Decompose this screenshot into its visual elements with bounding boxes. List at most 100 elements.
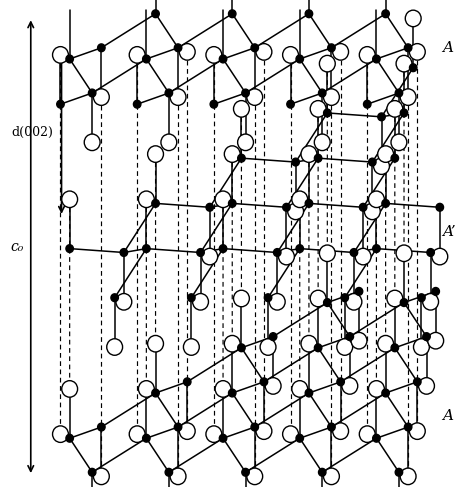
Circle shape	[237, 135, 254, 151]
Circle shape	[129, 426, 145, 443]
Circle shape	[432, 249, 448, 265]
Text: c₀: c₀	[10, 240, 23, 254]
Circle shape	[410, 65, 417, 73]
Circle shape	[410, 423, 425, 440]
Circle shape	[116, 294, 132, 310]
Circle shape	[382, 389, 389, 397]
Circle shape	[269, 294, 285, 310]
Circle shape	[183, 378, 191, 386]
Circle shape	[161, 135, 177, 151]
Circle shape	[378, 146, 393, 163]
Circle shape	[234, 291, 249, 307]
Circle shape	[369, 159, 376, 166]
Circle shape	[314, 135, 330, 151]
Circle shape	[219, 245, 227, 253]
Circle shape	[237, 344, 245, 352]
Circle shape	[260, 339, 276, 356]
Circle shape	[432, 288, 439, 296]
Circle shape	[373, 434, 380, 442]
Circle shape	[396, 56, 412, 73]
Circle shape	[62, 381, 78, 397]
Circle shape	[93, 90, 109, 106]
Circle shape	[324, 90, 339, 106]
Circle shape	[147, 336, 164, 352]
Circle shape	[283, 426, 299, 443]
Circle shape	[224, 336, 240, 352]
Circle shape	[368, 192, 384, 208]
Circle shape	[319, 468, 326, 476]
Circle shape	[206, 47, 222, 64]
Circle shape	[256, 423, 272, 440]
Circle shape	[93, 468, 109, 485]
Circle shape	[359, 426, 375, 443]
Circle shape	[404, 423, 412, 431]
Circle shape	[341, 294, 348, 302]
Circle shape	[333, 44, 348, 61]
Circle shape	[414, 378, 421, 386]
Circle shape	[237, 155, 245, 163]
Circle shape	[305, 200, 313, 208]
Circle shape	[264, 294, 272, 302]
Circle shape	[174, 45, 182, 53]
Circle shape	[287, 101, 294, 109]
Circle shape	[66, 56, 73, 64]
Circle shape	[260, 378, 268, 386]
Circle shape	[404, 45, 412, 53]
Circle shape	[62, 192, 78, 208]
Circle shape	[133, 101, 141, 109]
Circle shape	[391, 135, 407, 151]
Circle shape	[374, 159, 390, 175]
Circle shape	[391, 344, 399, 352]
Circle shape	[428, 333, 444, 349]
Circle shape	[310, 291, 326, 307]
Circle shape	[279, 249, 294, 265]
Circle shape	[296, 56, 303, 64]
Circle shape	[418, 294, 425, 302]
Circle shape	[305, 11, 313, 19]
Circle shape	[373, 245, 380, 253]
Circle shape	[333, 423, 348, 440]
Circle shape	[395, 90, 402, 98]
Circle shape	[143, 245, 150, 253]
Circle shape	[292, 159, 300, 166]
Circle shape	[400, 468, 416, 485]
Circle shape	[66, 245, 73, 253]
Circle shape	[219, 56, 227, 64]
Circle shape	[283, 47, 299, 64]
Circle shape	[197, 249, 204, 257]
Circle shape	[310, 102, 326, 118]
Circle shape	[378, 336, 393, 352]
Circle shape	[215, 381, 231, 397]
Circle shape	[387, 102, 403, 118]
Circle shape	[269, 333, 277, 341]
Circle shape	[382, 200, 389, 208]
Text: A: A	[442, 41, 453, 55]
Circle shape	[170, 90, 186, 106]
Circle shape	[405, 11, 421, 28]
Circle shape	[273, 249, 281, 257]
Text: d(002): d(002)	[11, 126, 53, 139]
Circle shape	[373, 56, 380, 64]
Circle shape	[174, 423, 182, 431]
Circle shape	[120, 249, 128, 257]
Circle shape	[292, 381, 308, 397]
Circle shape	[206, 426, 222, 443]
Circle shape	[346, 333, 354, 341]
Circle shape	[314, 155, 322, 163]
Circle shape	[152, 200, 159, 208]
Circle shape	[364, 101, 371, 109]
Circle shape	[419, 378, 435, 394]
Circle shape	[337, 378, 344, 386]
Circle shape	[346, 294, 362, 310]
Circle shape	[382, 11, 389, 19]
Circle shape	[413, 339, 429, 356]
Circle shape	[378, 114, 385, 122]
Circle shape	[57, 101, 64, 109]
Circle shape	[359, 204, 367, 212]
Circle shape	[143, 56, 150, 64]
Circle shape	[356, 288, 363, 296]
Circle shape	[183, 339, 199, 356]
Circle shape	[206, 204, 213, 212]
Circle shape	[427, 249, 434, 257]
Circle shape	[395, 468, 402, 476]
